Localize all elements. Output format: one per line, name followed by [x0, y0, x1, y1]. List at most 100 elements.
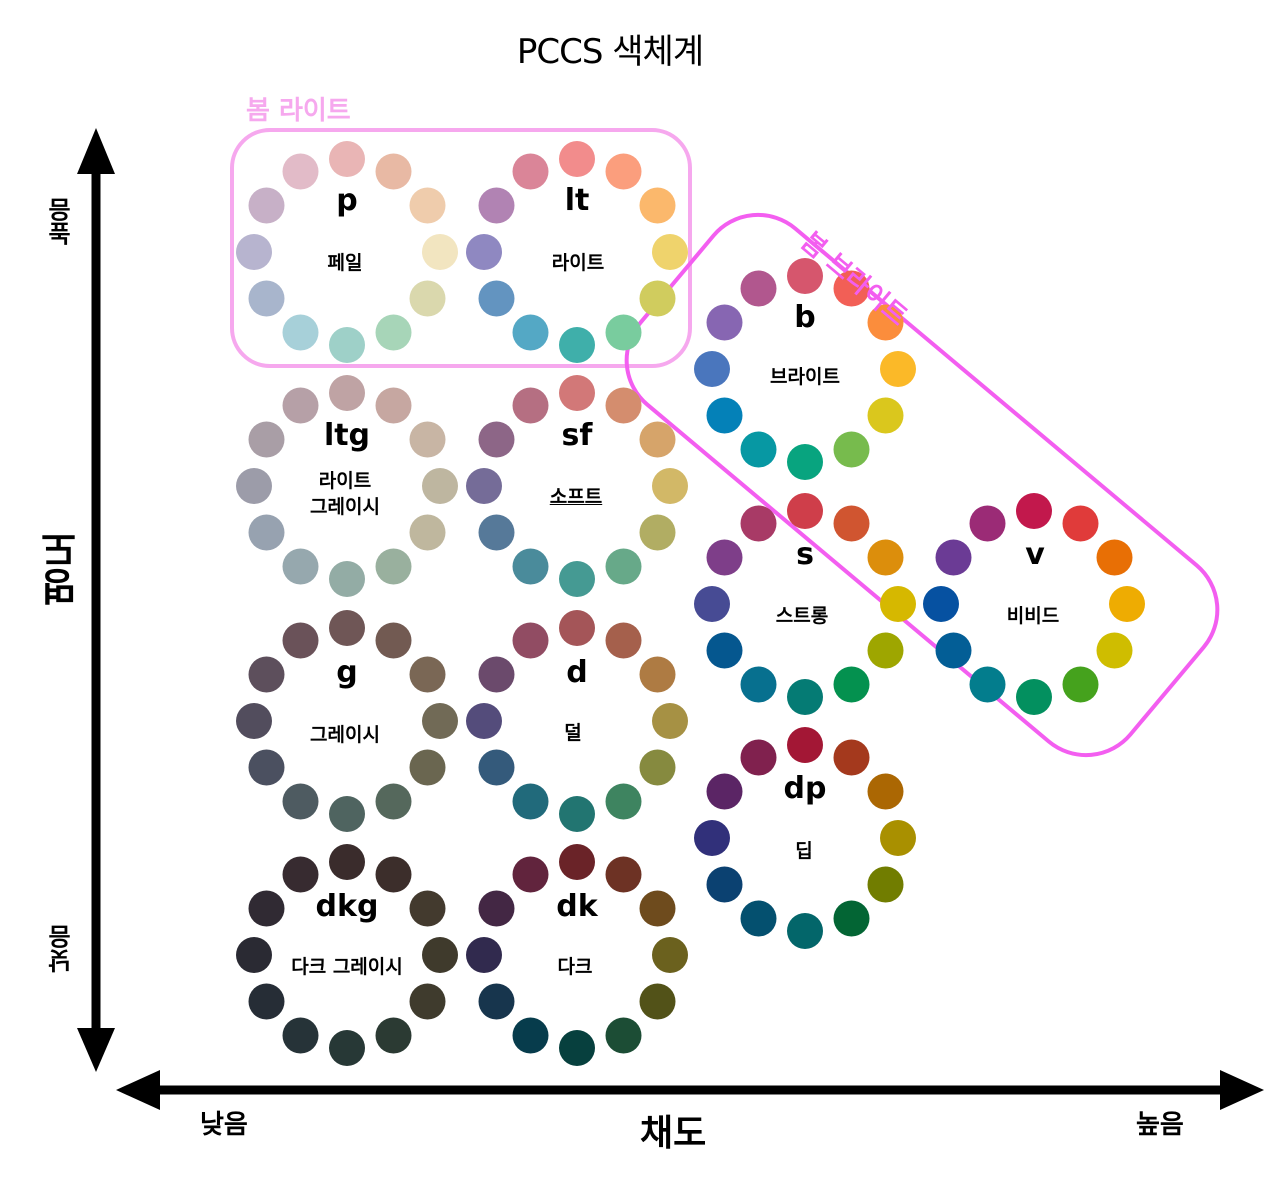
tone-code-sf: sf [561, 418, 593, 453]
color-dot-sf-7 [559, 561, 595, 597]
color-dot-lt-7 [559, 327, 595, 363]
color-dot-v-10 [923, 586, 959, 622]
color-dot-v-11 [935, 539, 972, 576]
tone-code-g: g [336, 655, 358, 690]
color-dot-d-5 [639, 749, 676, 786]
color-dot-v-5 [1096, 632, 1133, 669]
color-dot-dp-8 [740, 900, 777, 937]
tone-code-d: d [566, 655, 588, 690]
tone-wheel-p [236, 141, 458, 363]
color-dot-sf-10 [466, 468, 502, 504]
tone-code-p: p [336, 183, 358, 218]
tone-wheel-v [923, 493, 1145, 715]
color-dot-dp-5 [867, 866, 904, 903]
color-dot-ltg-11 [248, 421, 285, 458]
color-dot-s-9 [706, 632, 743, 669]
color-dot-dp-9 [706, 866, 743, 903]
tone-code-b: b [794, 300, 816, 335]
color-dot-b-10 [694, 351, 730, 387]
color-dot-lt-3 [639, 187, 676, 224]
color-dot-dp-2 [833, 739, 870, 776]
color-dot-sf-2 [605, 387, 642, 424]
color-dot-dk-10 [466, 937, 502, 973]
color-dot-v-12 [969, 505, 1006, 542]
color-dot-g-1 [329, 610, 365, 646]
color-dot-s-10 [694, 586, 730, 622]
tone-code-dkg: dkg [315, 889, 379, 924]
color-dot-lt-1 [559, 141, 595, 177]
color-dot-p-9 [248, 280, 285, 317]
color-dot-dk-8 [512, 1017, 549, 1054]
y-axis-arrow-up-icon [77, 128, 115, 174]
color-dot-ltg-8 [282, 548, 319, 585]
color-dot-v-4 [1109, 586, 1145, 622]
color-dot-lt-4 [652, 234, 688, 270]
color-dot-g-11 [248, 656, 285, 693]
color-dot-d-10 [466, 703, 502, 739]
spring-bright-box [624, 212, 1220, 758]
color-dot-d-2 [605, 622, 642, 659]
color-dot-dkg-8 [282, 1017, 319, 1054]
tone-code-s: s [796, 537, 814, 572]
color-dot-dp-6 [833, 900, 870, 937]
color-dot-dk-6 [605, 1017, 642, 1054]
color-dot-v-1 [1016, 493, 1052, 529]
color-dot-ltg-2 [375, 387, 412, 424]
tone-wheel-dk [466, 844, 688, 1066]
color-dot-lt-12 [512, 153, 549, 190]
y-axis-high-label: 높음 [48, 198, 76, 246]
color-dot-sf-11 [478, 421, 515, 458]
color-dot-s-5 [867, 632, 904, 669]
tone-wheel-ltg [236, 375, 458, 597]
color-dot-b-5 [867, 397, 904, 434]
color-dot-v-8 [969, 666, 1006, 703]
tone-code-dk: dk [556, 889, 598, 924]
color-dot-dk-7 [559, 1030, 595, 1066]
x-axis-arrow-left-icon [116, 1070, 160, 1110]
color-dot-d-7 [559, 796, 595, 832]
color-dot-g-4 [422, 703, 458, 739]
color-dot-dkg-7 [329, 1030, 365, 1066]
color-dot-sf-6 [605, 548, 642, 585]
color-dot-b-2 [833, 270, 870, 307]
color-dot-ltg-4 [422, 468, 458, 504]
color-dot-dkg-5 [409, 983, 446, 1020]
tone-name-lt: 라이트 [551, 252, 605, 274]
color-dot-p-2 [375, 153, 412, 190]
x-axis-high-label: 높음 [1136, 1110, 1184, 1140]
color-dot-v-6 [1062, 666, 1099, 703]
color-dot-p-3 [409, 187, 446, 224]
color-dot-dk-9 [478, 983, 515, 1020]
color-dot-s-11 [706, 539, 743, 576]
color-dot-g-8 [282, 783, 319, 820]
color-dot-dk-4 [652, 937, 688, 973]
color-dot-b-6 [833, 431, 870, 468]
color-dot-ltg-5 [409, 514, 446, 551]
color-dot-dkg-3 [409, 890, 446, 927]
color-dot-g-12 [282, 622, 319, 659]
y-axis-label: 명도 [40, 530, 84, 606]
color-dot-sf-8 [512, 548, 549, 585]
color-dot-v-9 [935, 632, 972, 669]
tone-name-d: 덜 [564, 722, 582, 744]
color-dot-s-3 [867, 539, 904, 576]
tone-wheel-lt [466, 141, 688, 363]
color-dot-s-6 [833, 666, 870, 703]
color-dot-d-11 [478, 656, 515, 693]
color-dot-p-6 [375, 314, 412, 351]
tone-name-dk: 다크 [557, 956, 593, 978]
tone-wheel-dp [694, 727, 916, 949]
color-dot-b-7 [787, 444, 823, 480]
tone-wheel-sf [466, 375, 688, 597]
tone-name-s: 스트롱 [775, 605, 829, 627]
page-title: PCCS 색체계 [516, 32, 704, 72]
x-axis-low-label: 낮음 [200, 1110, 248, 1140]
color-dot-ltg-1 [329, 375, 365, 411]
tone-name-b: 브라이트 [770, 366, 840, 388]
color-dot-dk-1 [559, 844, 595, 880]
color-dot-g-2 [375, 622, 412, 659]
color-dot-dkg-1 [329, 844, 365, 880]
color-dot-s-8 [740, 666, 777, 703]
color-dot-s-2 [833, 505, 870, 542]
tone-code-ltg: ltg [323, 418, 371, 453]
